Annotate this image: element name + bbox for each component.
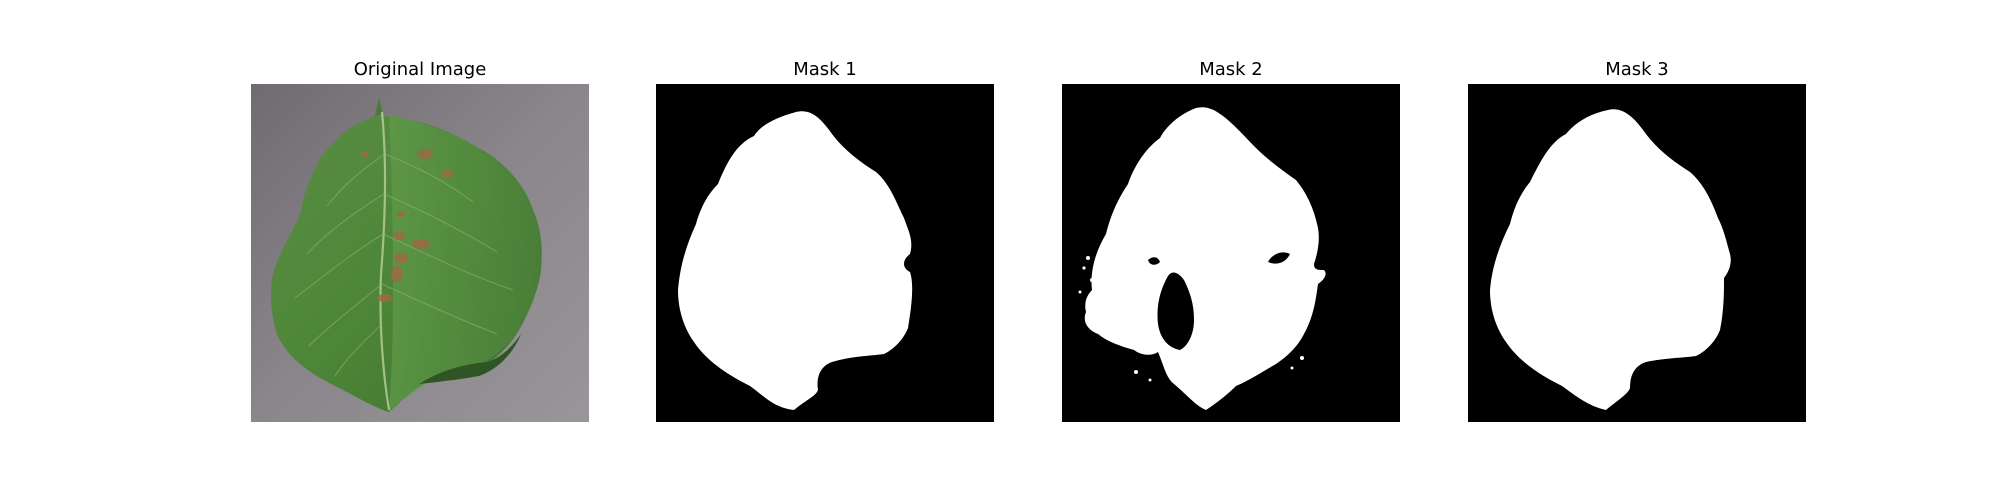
mask-1-image bbox=[656, 84, 994, 422]
leaf-right-half bbox=[389, 114, 542, 412]
leaf-photo bbox=[251, 84, 589, 422]
panel-title: Mask 2 bbox=[1199, 59, 1263, 80]
panel-mask-1: Mask 1 bbox=[656, 0, 994, 500]
mask-hole bbox=[1157, 272, 1194, 350]
original-leaf-image bbox=[251, 84, 589, 422]
mask-speckles bbox=[1078, 256, 1304, 382]
mask-3-image bbox=[1468, 84, 1806, 422]
leaf-stem bbox=[375, 98, 383, 116]
mask-2-image bbox=[1062, 84, 1400, 422]
panel-title: Mask 3 bbox=[1605, 59, 1669, 80]
mask-foreground bbox=[1490, 109, 1731, 410]
panel-mask-3: Mask 3 bbox=[1468, 0, 1806, 500]
panel-title: Original Image bbox=[353, 59, 487, 80]
leaf-veins bbox=[294, 153, 514, 377]
leaf-fold bbox=[419, 334, 521, 384]
mask-2 bbox=[1062, 84, 1400, 422]
mask-1 bbox=[656, 84, 994, 422]
leaf-midrib bbox=[379, 111, 391, 411]
mask-foreground bbox=[678, 111, 913, 411]
panel-mask-2: Mask 2 bbox=[1062, 0, 1400, 500]
panel-original-image: Original Image bbox=[251, 0, 589, 500]
panel-title: Mask 1 bbox=[793, 59, 857, 80]
mask-hole bbox=[1148, 257, 1160, 265]
mask-foreground bbox=[1084, 107, 1326, 410]
mask-hole bbox=[1268, 252, 1290, 264]
leaf-lesions bbox=[361, 149, 453, 302]
mask-3 bbox=[1468, 84, 1806, 422]
